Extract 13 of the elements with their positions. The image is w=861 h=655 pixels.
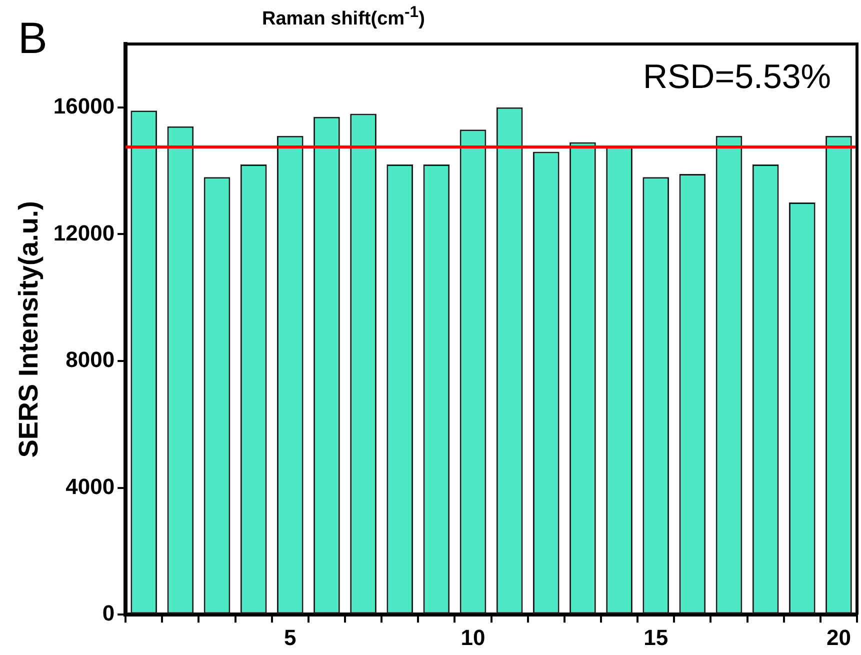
x-tick-label: 5 [284, 624, 296, 650]
y-tick-label: 4000 [66, 474, 115, 499]
y-axis-title: SERS Intensity(a.u.) [14, 201, 44, 458]
x-tick-label: 20 [826, 624, 851, 650]
y-tick-label: 16000 [53, 93, 115, 118]
x-tick-label: 15 [644, 624, 668, 650]
x-tick-label: 10 [460, 624, 486, 650]
y-tick-label: 8000 [66, 347, 115, 372]
text: B [18, 14, 48, 64]
y-tick-label: 12000 [53, 220, 115, 246]
y-tick-label: 0 [102, 600, 115, 626]
text: Raman shift(cm$^{-1}$) [262, 3, 425, 32]
annotation: RSD=5.53% [642, 58, 831, 97]
